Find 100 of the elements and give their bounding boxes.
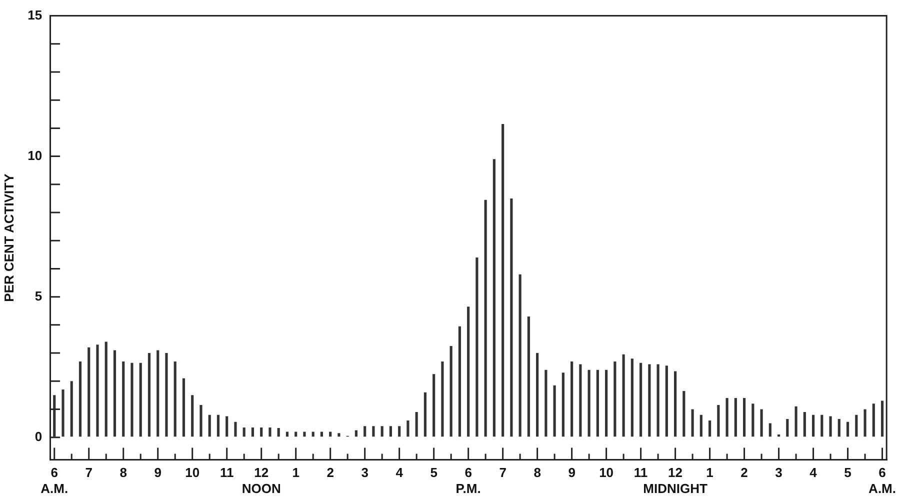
bar xyxy=(450,346,452,437)
bar xyxy=(78,361,82,437)
bar xyxy=(656,364,660,437)
y-tick-label: 0 xyxy=(34,428,42,444)
bar xyxy=(130,362,134,437)
bar xyxy=(588,370,590,437)
bar xyxy=(122,361,125,437)
bar xyxy=(760,409,763,437)
bar xyxy=(734,398,737,437)
bar xyxy=(234,422,237,437)
bar xyxy=(380,426,384,437)
x-tick-label: 6 P.M. xyxy=(456,465,481,496)
bar xyxy=(492,159,496,437)
bar xyxy=(864,409,866,437)
bar xyxy=(70,381,73,437)
x-tick-label: 6 A.M. xyxy=(40,465,68,496)
bar xyxy=(691,409,694,437)
bar xyxy=(820,414,824,437)
bar xyxy=(251,427,254,437)
bar xyxy=(294,432,298,437)
bar xyxy=(364,426,366,437)
bar xyxy=(803,412,806,437)
x-tick-label: 7 xyxy=(499,465,506,480)
bar xyxy=(226,416,228,437)
bar xyxy=(208,414,211,437)
bar xyxy=(441,361,444,437)
bar xyxy=(605,370,608,437)
x-tick-label: 4 xyxy=(810,465,818,480)
bar xyxy=(216,414,220,437)
x-tick-label: 8 xyxy=(534,465,541,480)
bar xyxy=(312,432,314,437)
bar xyxy=(855,414,858,437)
bar xyxy=(329,432,332,437)
bar xyxy=(614,361,616,437)
bar xyxy=(768,423,772,437)
x-tick-label: 6 A.M. xyxy=(868,465,896,496)
bar xyxy=(536,353,539,437)
bar xyxy=(88,347,90,437)
bar xyxy=(415,412,418,437)
bar xyxy=(674,371,677,437)
x-tick-label: 11 xyxy=(634,465,648,480)
y-tick-label: 5 xyxy=(34,288,42,304)
bar xyxy=(640,362,642,437)
y-tick-label: 10 xyxy=(28,148,42,163)
x-tick-label: 11 xyxy=(220,465,234,480)
bar xyxy=(338,433,340,437)
bar xyxy=(717,405,720,437)
x-tick-label: 9 xyxy=(568,465,576,480)
bar xyxy=(562,372,564,437)
bar xyxy=(354,430,358,437)
bar xyxy=(165,353,168,437)
bar xyxy=(553,385,556,437)
bar xyxy=(812,414,815,437)
bar xyxy=(579,364,582,437)
bar xyxy=(104,342,108,437)
bar xyxy=(96,344,99,437)
bar xyxy=(630,358,634,437)
bar xyxy=(424,392,426,437)
bar xyxy=(432,374,436,437)
bar xyxy=(458,326,461,437)
x-tick-label: 10 xyxy=(599,465,614,480)
bar xyxy=(286,432,289,437)
bar xyxy=(156,350,160,437)
bar xyxy=(596,370,599,437)
bar xyxy=(260,427,263,437)
y-tick-label: 15 xyxy=(28,7,42,22)
y-axis-title: PER CENT ACTIVITY xyxy=(1,173,16,302)
x-tick-label: 3 xyxy=(775,465,782,480)
bar xyxy=(476,257,478,437)
bar xyxy=(242,427,246,437)
bar xyxy=(794,406,798,437)
x-tick-label: 1 xyxy=(706,465,714,480)
bar xyxy=(838,419,840,437)
bar xyxy=(182,378,186,437)
bar xyxy=(148,353,151,437)
x-tick-label: 1 xyxy=(292,465,300,480)
x-tick-label: 9 xyxy=(154,465,162,480)
bar xyxy=(570,361,574,437)
bar xyxy=(389,426,392,437)
x-tick-label: 2 xyxy=(326,465,334,480)
bar xyxy=(372,426,375,437)
bar xyxy=(53,395,56,437)
x-tick-label: 10 xyxy=(185,465,200,480)
bar xyxy=(872,404,875,437)
x-tick-label: 2 xyxy=(740,465,748,480)
bar xyxy=(320,432,324,437)
bar xyxy=(268,427,272,437)
bar xyxy=(139,362,142,437)
bar xyxy=(846,422,850,437)
bar xyxy=(62,390,64,437)
bar xyxy=(726,398,728,437)
bar xyxy=(510,198,513,437)
bar xyxy=(406,420,410,437)
bar xyxy=(191,395,194,437)
bar xyxy=(467,306,470,437)
x-tick-label: 5 xyxy=(430,465,438,480)
x-tick-label: 3 xyxy=(361,465,368,480)
bar xyxy=(829,416,832,437)
bar xyxy=(527,316,530,437)
bar xyxy=(303,432,306,437)
